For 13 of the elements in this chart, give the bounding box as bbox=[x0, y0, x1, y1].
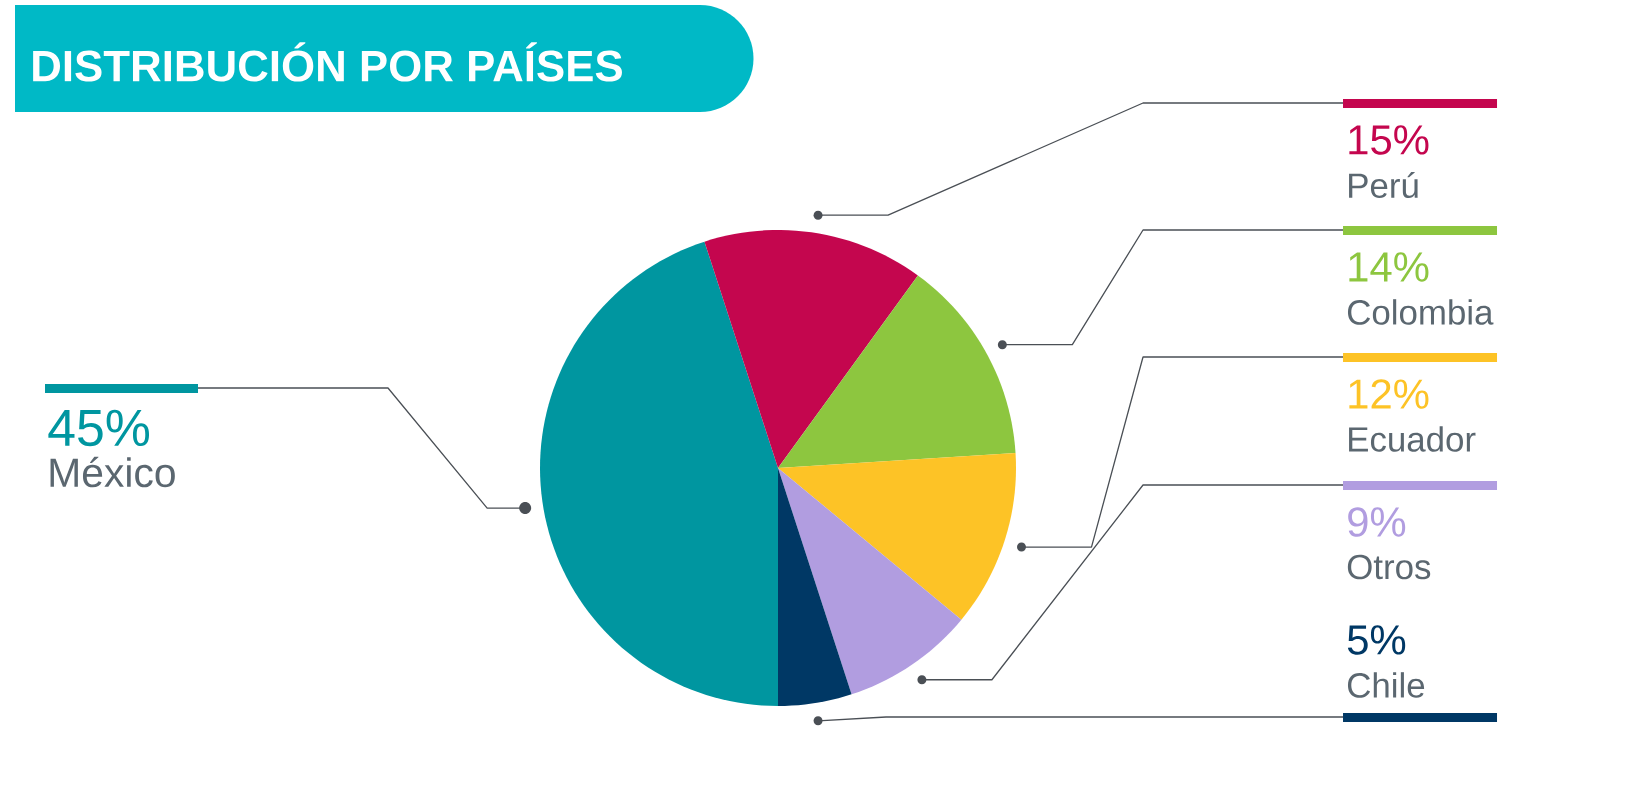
slice-label: Otros bbox=[1347, 554, 1431, 580]
data-label: 9% bbox=[1348, 507, 1406, 537]
chart-title: DISTRIBUCIÓN POR PAÍSES bbox=[33, 42, 622, 82]
slice-label: México bbox=[50, 456, 175, 488]
data-label: 45% bbox=[48, 409, 150, 447]
data-label: 5% bbox=[1347, 625, 1406, 655]
slice-label: Ecuador bbox=[1349, 426, 1476, 452]
data-label: 14% bbox=[1349, 252, 1429, 282]
slice-label: Chile bbox=[1347, 672, 1425, 698]
data-label: 15% bbox=[1349, 125, 1429, 155]
data-label: 12% bbox=[1349, 379, 1429, 409]
slice-label: Perú bbox=[1349, 171, 1418, 198]
slice-label: Colombia bbox=[1347, 299, 1494, 325]
